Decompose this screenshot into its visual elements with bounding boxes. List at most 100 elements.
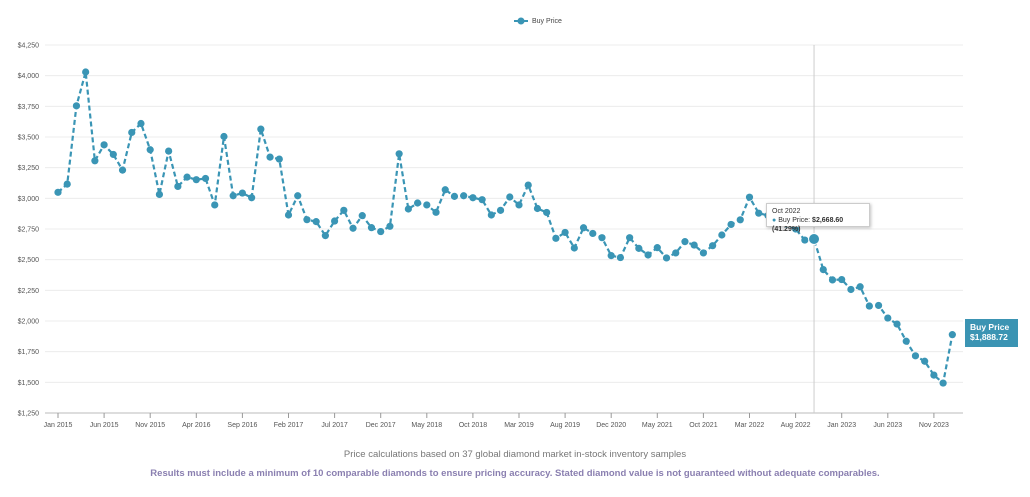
x-tick-label: Aug 2022 <box>781 422 811 429</box>
data-point <box>450 192 459 200</box>
data-point <box>441 186 449 194</box>
data-point <box>423 201 431 209</box>
data-point <box>284 211 293 219</box>
data-point <box>709 242 717 250</box>
data-point <box>847 285 855 294</box>
x-tick-label: May 2018 <box>411 422 442 429</box>
data-point <box>792 225 800 233</box>
legend-label: Buy Price <box>532 17 562 25</box>
x-tick-label: Nov 2015 <box>135 422 165 429</box>
y-tick-label: $2,250 <box>18 288 40 295</box>
data-point <box>856 283 864 291</box>
data-point <box>893 320 901 328</box>
data-point <box>211 201 219 209</box>
data-point <box>367 224 376 232</box>
data-point <box>395 150 403 158</box>
data-point <box>755 209 763 217</box>
data-point <box>616 253 625 262</box>
data-point <box>579 224 588 232</box>
y-tick-label: $3,500 <box>18 135 40 142</box>
data-point <box>911 352 920 360</box>
data-point <box>874 301 883 310</box>
data-point <box>165 147 173 155</box>
y-tick-label: $4,000 <box>18 73 40 80</box>
legend-item-buy-price[interactable]: Buy Price <box>514 17 562 25</box>
data-point <box>902 337 910 345</box>
data-point <box>884 314 892 322</box>
data-point <box>238 189 246 197</box>
price-chart[interactable]: $1,250 $1,500 $1,750 $2,000 $2,250 $2,500 $2,7… <box>0 0 1030 440</box>
data-point <box>137 119 145 128</box>
y-tick-label: $1,250 <box>18 411 40 418</box>
data-point <box>331 217 339 225</box>
tooltip-value: $2,668.60 (41.29%) <box>772 217 844 233</box>
legend-marker-icon <box>514 17 528 25</box>
data-point <box>118 166 127 174</box>
data-point <box>727 220 735 229</box>
end-label-title: Buy Price <box>970 322 1010 332</box>
x-tick-label: Jun 2023 <box>873 422 902 429</box>
data-point <box>91 157 99 165</box>
y-tick-label: $3,000 <box>18 196 40 203</box>
x-tick-label: Dec 2020 <box>596 422 626 429</box>
data-point <box>358 212 366 220</box>
data-point <box>736 216 744 224</box>
samples-note: Price calculations based on 37 global di… <box>343 449 687 460</box>
data-point <box>294 192 302 200</box>
data-point <box>626 234 634 242</box>
data-point <box>63 180 71 188</box>
data-point <box>921 357 929 365</box>
data-point <box>718 231 726 239</box>
y-tick-label: $1,750 <box>18 349 40 356</box>
data-point <box>340 206 348 214</box>
x-tick-label: Sep 2016 <box>227 422 257 429</box>
y-tick-label: $4,250 <box>18 43 40 50</box>
data-point <box>570 244 578 252</box>
x-tick-label: Oct 2018 <box>459 422 488 429</box>
data-point <box>607 252 615 260</box>
x-tick-label: Aug 2019 <box>550 422 580 429</box>
data-point <box>653 244 661 252</box>
x-tick-label: Jan 2015 <box>44 422 73 429</box>
series-dot-icon: ● <box>772 217 777 224</box>
data-point <box>672 249 680 257</box>
data-point <box>838 275 846 284</box>
end-value-label: Buy Price $1,888.72 <box>965 319 1018 347</box>
data-point <box>561 228 569 237</box>
x-tick-label: Mar 2022 <box>735 422 765 429</box>
data-point <box>681 238 689 246</box>
data-point <box>220 132 228 141</box>
data-point <box>819 266 827 274</box>
data-point <box>828 276 837 284</box>
data-point <box>100 141 108 149</box>
data-point <box>469 194 477 202</box>
data-point <box>155 190 164 199</box>
x-tick-label: May 2021 <box>642 422 673 429</box>
data-point <box>201 174 210 183</box>
data-point <box>321 232 329 240</box>
y-tick-label: $2,750 <box>18 227 40 234</box>
data-point <box>552 234 560 242</box>
data-point-highlighted <box>808 232 821 245</box>
y-tick-label: $2,000 <box>18 319 40 326</box>
end-label-value: $1,888.72 <box>970 332 1008 342</box>
data-point <box>801 236 809 244</box>
tooltip: Oct 2022 ● Buy Price: $2,668.60 (41.29%) <box>766 203 870 233</box>
y-tick-label: $2,500 <box>18 257 40 264</box>
data-point <box>478 196 486 204</box>
data-point <box>386 222 394 230</box>
data-point <box>109 150 117 159</box>
data-point <box>598 234 606 242</box>
data-point <box>183 173 191 181</box>
data-point <box>635 244 643 252</box>
data-point <box>930 371 938 379</box>
data-point <box>948 331 956 339</box>
data-point <box>303 216 311 224</box>
data-point <box>487 211 495 219</box>
data-point <box>128 128 136 137</box>
data-point <box>174 182 182 191</box>
data-point <box>662 254 671 262</box>
x-tick-label: Oct 2021 <box>689 422 718 429</box>
x-tick-label: Jun 2015 <box>90 422 119 429</box>
data-point <box>266 153 274 161</box>
